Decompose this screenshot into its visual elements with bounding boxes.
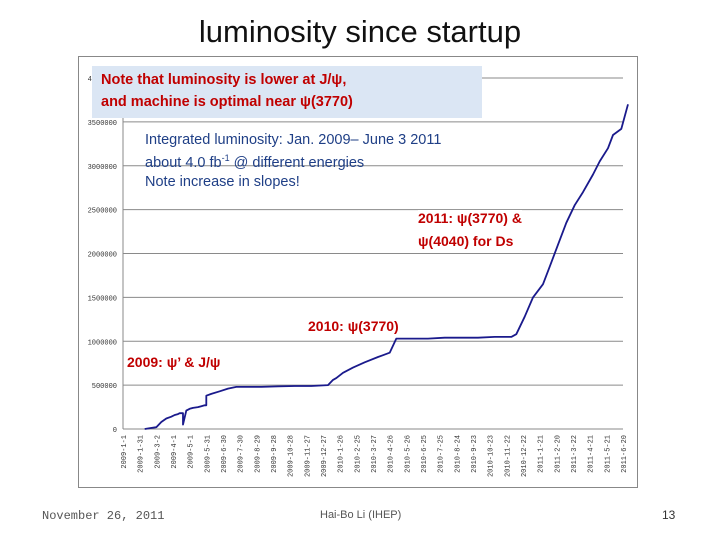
x-tick-label: 2011-1-21 <box>538 435 546 473</box>
y-tick-label: 1000000 <box>88 339 117 347</box>
x-tick-label: 2009-5-1 <box>188 435 196 469</box>
y-tick-label: 3500000 <box>88 120 117 128</box>
annotation-2010: 2010: ψ(3770) <box>308 318 399 334</box>
x-tick-label: 2011-2-20 <box>554 435 562 473</box>
x-tick-label: 2011-3-22 <box>571 435 579 473</box>
x-tick-label: 2009-9-28 <box>271 435 279 473</box>
y-tick-label: 500000 <box>92 383 117 391</box>
x-tick-label: 2011-6-20 <box>621 435 629 473</box>
x-tick-label: 2009-3-2 <box>154 435 162 469</box>
x-tick-label: 2009-4-1 <box>171 435 179 469</box>
x-tick-label: 2011-4-21 <box>588 435 596 473</box>
integrated-line-2: about 4.0 fb-1 @ different energies <box>145 153 364 171</box>
series-line <box>144 104 629 430</box>
footer-date: November 26, 2011 <box>42 509 165 523</box>
integrated-line-2-sup: -1 <box>221 153 230 163</box>
x-tick-label: 2009-12-27 <box>321 435 329 477</box>
integrated-line-3: Note increase in slopes! <box>145 174 300 190</box>
note-box <box>92 66 482 118</box>
x-tick-label: 2010-9-23 <box>471 435 479 473</box>
x-tick-label: 2010-11-22 <box>504 435 512 477</box>
x-tick-label: 2009-6-30 <box>221 435 229 473</box>
luminosity-chart: 0 500000 1000000 1500000 2000000 2500000 30000… <box>88 76 629 477</box>
x-tick-label: 2009-11-27 <box>304 435 312 477</box>
annotation-2011-line-2: ψ(4040) for Ds <box>418 233 514 249</box>
y-tick-label: 1500000 <box>88 295 117 303</box>
y-tick-label: 2500000 <box>88 208 117 216</box>
x-tick-label: 2010-4-26 <box>388 435 396 473</box>
x-tick-label: 2010-2-25 <box>354 435 362 473</box>
x-tick-label: 2009-8-29 <box>254 435 262 473</box>
integrated-line-1: Integrated luminosity: Jan. 2009– June 3… <box>145 132 442 148</box>
integrated-line-2-post: @ different energies <box>229 154 365 171</box>
page-number: 13 <box>662 508 676 522</box>
x-tick-label: 2009-5-31 <box>204 435 212 473</box>
annotation-2009: 2009: ψ’ & J/ψ <box>127 354 221 370</box>
x-tick-label: 2010-1-26 <box>338 435 346 473</box>
y-tick-label: 2000000 <box>88 252 117 260</box>
slide-title: luminosity since startup <box>198 14 522 49</box>
note-line-1: Note that luminosity is lower at J/ψ, <box>101 72 347 88</box>
x-tick-label: 2010-3-27 <box>371 435 379 473</box>
x-tick-label: 2010-7-25 <box>438 435 446 473</box>
x-tick-label: 2009-1-31 <box>138 435 146 473</box>
x-tick-label: 2010-6-25 <box>421 435 429 473</box>
note-line-2: and machine is optimal near ψ(3770) <box>101 94 353 110</box>
x-tick-label: 2011-5-21 <box>604 435 612 473</box>
x-tick-label: 2009-1-1 <box>121 435 129 469</box>
x-tick-label: 2009-7-30 <box>238 435 246 473</box>
footer-author: Hai-Bo Li (IHEP) <box>320 509 402 521</box>
x-tick-label: 2010-12-22 <box>521 435 529 477</box>
x-tick-label: 2010-8-24 <box>454 435 462 473</box>
annotation-2011-line-1: 2011: ψ(3770) & <box>418 210 522 226</box>
y-tick-label: 0 <box>113 427 117 435</box>
x-tick-label: 2010-10-23 <box>488 435 496 477</box>
x-tick-label: 2010-5-26 <box>404 435 412 473</box>
x-tick-label: 2009-10-28 <box>288 435 296 477</box>
y-tick-label: 3000000 <box>88 164 117 172</box>
integrated-line-2-pre: about 4.0 fb <box>145 154 222 171</box>
